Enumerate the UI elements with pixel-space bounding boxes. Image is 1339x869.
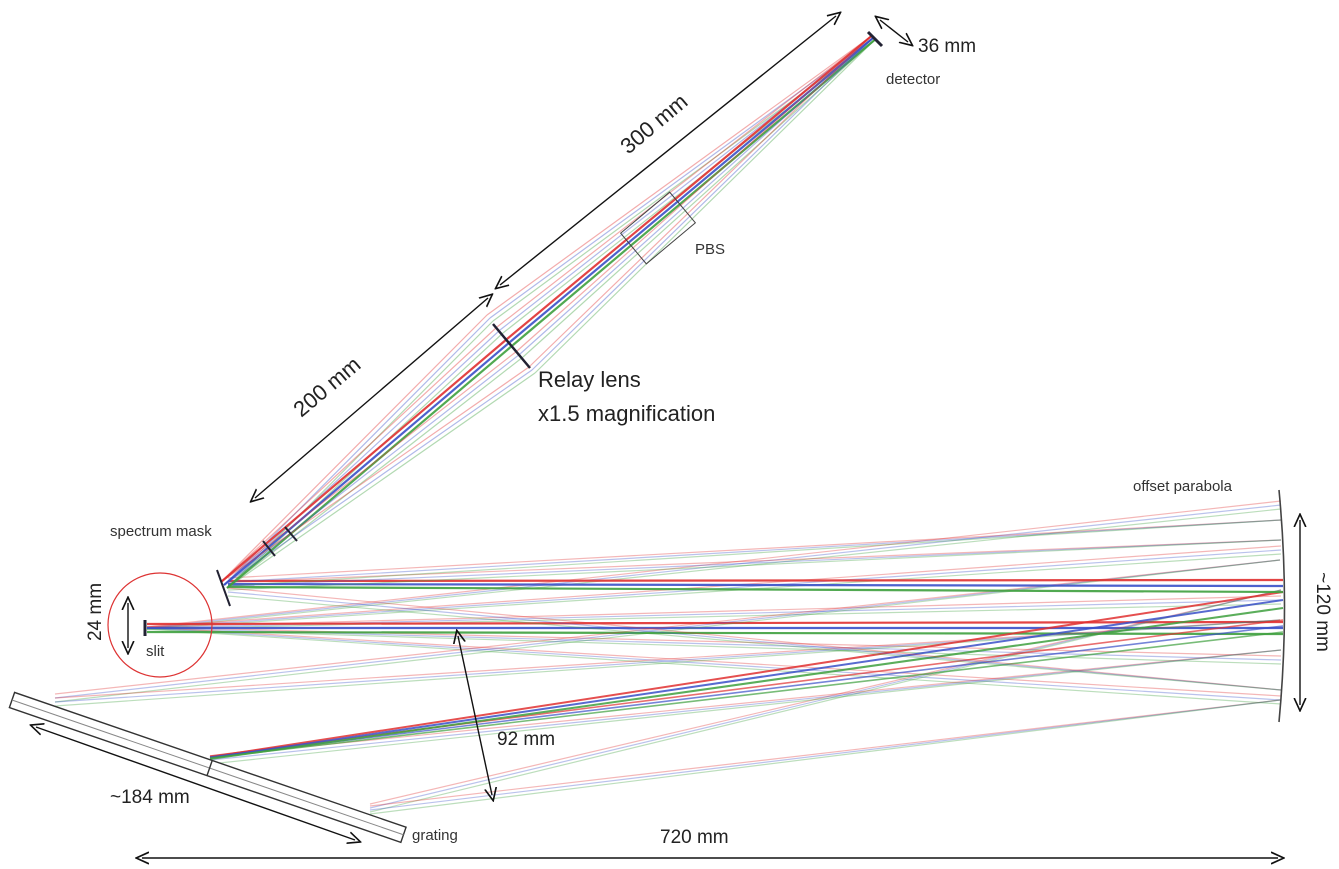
label: 200 mm bbox=[288, 352, 365, 422]
ray bbox=[535, 40, 875, 373]
ray bbox=[227, 373, 535, 588]
ray bbox=[224, 354, 520, 585]
ray bbox=[487, 36, 871, 315]
ray bbox=[210, 632, 1283, 758]
label: grating bbox=[412, 827, 458, 844]
ray bbox=[224, 342, 510, 585]
ray bbox=[210, 650, 1281, 764]
label: 24 mm bbox=[85, 583, 106, 641]
label: x1.5 magnification bbox=[538, 401, 715, 426]
ray bbox=[224, 370, 532, 585]
ray bbox=[228, 587, 1283, 592]
ray bbox=[221, 367, 529, 582]
label: 36 mm bbox=[918, 36, 976, 57]
dimension-arrow bbox=[500, 16, 836, 285]
label: ~120 mm bbox=[1312, 572, 1333, 652]
label: spectrum mask bbox=[110, 523, 212, 540]
label: PBS bbox=[695, 241, 725, 258]
dimension-arrow bbox=[458, 636, 492, 795]
offset-parabola bbox=[1279, 490, 1285, 722]
ray bbox=[221, 351, 517, 582]
label: slit bbox=[146, 643, 165, 660]
label: Relay lens bbox=[538, 367, 641, 392]
ray bbox=[221, 339, 507, 582]
ray bbox=[227, 345, 513, 588]
ray bbox=[221, 315, 487, 582]
ray bbox=[507, 36, 871, 339]
label: 300 mm bbox=[615, 89, 692, 159]
ray bbox=[227, 357, 523, 588]
ray bbox=[517, 36, 871, 351]
label: 92 mm bbox=[497, 729, 555, 750]
ray bbox=[529, 36, 871, 367]
ray bbox=[228, 580, 1283, 581]
label: ~184 mm bbox=[110, 787, 190, 808]
ray bbox=[228, 520, 1281, 586]
optical-layout: 36 mm detector 300 mm PBS 200 mm Relay l… bbox=[0, 0, 1339, 869]
dimension-arrow bbox=[880, 20, 908, 42]
label: 720 mm bbox=[660, 827, 729, 848]
ray bbox=[228, 584, 1283, 586]
ray bbox=[532, 38, 873, 370]
label: detector bbox=[886, 71, 940, 88]
grating-line bbox=[12, 700, 403, 835]
dimension-arrow bbox=[255, 298, 488, 498]
label: offset parabola bbox=[1133, 478, 1233, 495]
grating-body bbox=[9, 692, 406, 842]
ray bbox=[497, 36, 871, 327]
